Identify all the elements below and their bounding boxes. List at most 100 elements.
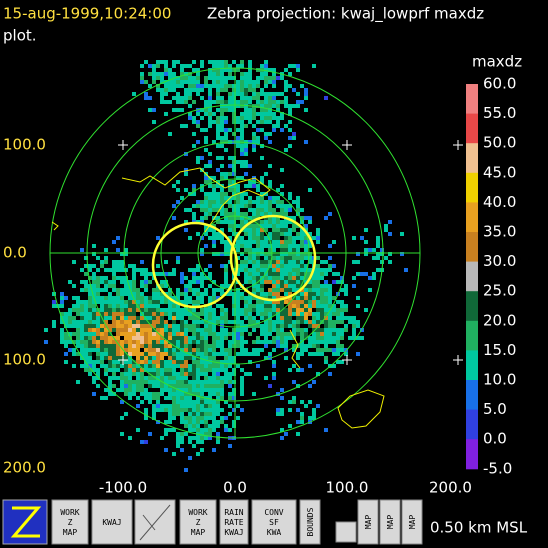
echo-cell <box>312 272 316 276</box>
echo-cell <box>248 164 252 168</box>
echo-cell <box>208 196 212 200</box>
echo-cell <box>216 336 220 340</box>
echo-cell <box>120 388 124 392</box>
toolbar-button btn[interactable]: MAP <box>379 499 401 545</box>
echo-cell <box>140 368 144 372</box>
echo-cell <box>288 268 292 272</box>
echo-cell <box>152 380 156 384</box>
echo-cell <box>300 264 304 268</box>
echo-cell <box>80 328 84 332</box>
echo-cell <box>308 336 312 340</box>
echo-cell <box>324 268 328 272</box>
z-button[interactable] <box>2 499 48 545</box>
toolbar-button btn[interactable]: KWAJ <box>91 499 133 545</box>
echo-cell <box>140 316 144 320</box>
toolbar-button btn[interactable]: WORK Z MAP <box>51 499 89 545</box>
echo-cell <box>216 92 220 96</box>
echo-cell <box>180 352 184 356</box>
toolbar-button btn[interactable]: WORK Z MAP <box>179 499 217 545</box>
echo-cell <box>176 356 180 360</box>
echo-cell <box>180 96 184 100</box>
echo-cell <box>252 80 256 84</box>
echo-cell <box>212 424 216 428</box>
echo-cell <box>220 352 224 356</box>
echo-cell <box>88 352 92 356</box>
toolbar-button btn[interactable]: RAIN RATE KWAJ <box>219 499 249 545</box>
echo-cell <box>220 284 224 288</box>
echo-cell <box>124 356 128 360</box>
toolbar-button btn[interactable]: BOUNDS <box>299 499 321 545</box>
echo-cell <box>84 312 88 316</box>
echo-cell <box>324 348 328 352</box>
echo-cell <box>160 60 164 64</box>
echo-cell <box>280 184 284 188</box>
echo-cell <box>268 324 272 328</box>
echo-cell <box>252 324 256 328</box>
echo-cell <box>208 432 212 436</box>
echo-cell <box>296 264 300 268</box>
toolbar-button btn[interactable] <box>134 499 176 545</box>
toolbar-button btn[interactable]: MAP <box>357 499 379 545</box>
echo-cell <box>296 308 300 312</box>
echo-cell <box>272 216 276 220</box>
echo-cell <box>272 300 276 304</box>
echo-cell <box>280 232 284 236</box>
echo-cell <box>276 284 280 288</box>
echo-cell <box>224 380 228 384</box>
echo-cell <box>312 288 316 292</box>
echo-cell <box>188 296 192 300</box>
echo-cell <box>184 416 188 420</box>
echo-cell <box>176 188 180 192</box>
echo-cell <box>64 332 68 336</box>
echo-cell <box>192 316 196 320</box>
echo-cell <box>328 332 332 336</box>
toolbar-button btn[interactable]: CONV SF KWA <box>251 499 297 545</box>
echo-cell <box>284 256 288 260</box>
echo-cell <box>232 156 236 160</box>
echo-cell <box>268 212 272 216</box>
echo-cell <box>224 336 228 340</box>
echo-cell <box>304 312 308 316</box>
echo-cell <box>92 364 96 368</box>
echo-cell <box>248 216 252 220</box>
echo-cell <box>112 308 116 312</box>
echo-cell <box>224 172 228 176</box>
echo-cell <box>256 276 260 280</box>
echo-cell <box>96 372 100 376</box>
echo-cell <box>172 384 176 388</box>
echo-cell <box>272 340 276 344</box>
toolbar-button btn[interactable]: MAP <box>401 499 423 545</box>
echo-cell <box>220 96 224 100</box>
echo-cell <box>192 340 196 344</box>
echo-cell <box>252 392 256 396</box>
echo-cell <box>248 372 252 376</box>
echo-cell <box>272 360 276 364</box>
echo-cell <box>244 352 248 356</box>
echo-cell <box>264 112 268 116</box>
echo-cell <box>320 304 324 308</box>
echo-cell <box>116 356 120 360</box>
echo-cell <box>228 180 232 184</box>
echo-cell <box>232 160 236 164</box>
echo-cell <box>252 316 256 320</box>
echo-cell <box>104 368 108 372</box>
echo-cell <box>112 280 116 284</box>
echo-cell <box>224 372 228 376</box>
echo-cell <box>272 200 276 204</box>
echo-cell <box>224 308 228 312</box>
echo-cell <box>192 276 196 280</box>
echo-cell <box>124 292 128 296</box>
echo-cell <box>200 360 204 364</box>
echo-cell <box>228 352 232 356</box>
grid-button[interactable] <box>335 521 357 543</box>
echo-cell <box>268 224 272 228</box>
echo-cell <box>256 348 260 352</box>
echo-cell <box>88 316 92 320</box>
echo-cell <box>208 92 212 96</box>
echo-cell <box>148 392 152 396</box>
echo-cell <box>304 224 308 228</box>
echo-cell <box>228 228 232 232</box>
colorbar-swatch <box>466 143 478 174</box>
echo-cell <box>196 408 200 412</box>
echo-cell <box>192 144 196 148</box>
